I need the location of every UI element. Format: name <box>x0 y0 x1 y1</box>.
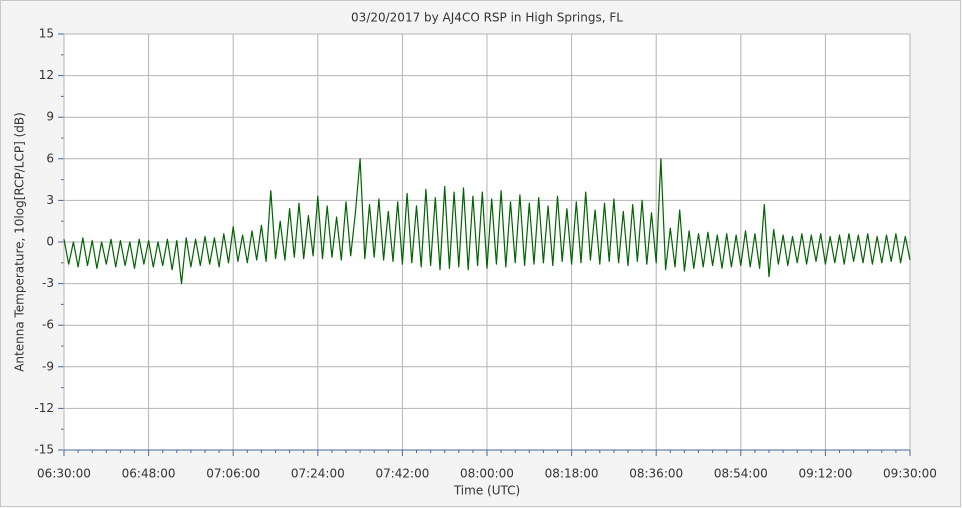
y-tick-label: -12 <box>34 401 54 415</box>
y-tick-label: 9 <box>46 110 54 124</box>
x-tick-label: 07:24:00 <box>291 467 345 481</box>
y-tick-label: 15 <box>39 27 54 41</box>
x-tick-label: 09:12:00 <box>798 467 852 481</box>
y-tick-label: 6 <box>46 151 54 165</box>
x-tick-label: 08:18:00 <box>545 467 599 481</box>
y-axis-label: Antenna Temperature, 10log[RCP/LCP] (dB) <box>13 112 27 372</box>
x-tick-label: 07:42:00 <box>375 467 429 481</box>
x-tick-label: 06:48:00 <box>122 467 176 481</box>
x-tick-label: 09:30:00 <box>883 467 937 481</box>
y-tick-label: -15 <box>34 443 54 457</box>
x-axis-label: Time (UTC) <box>453 484 520 498</box>
x-tick-label: 06:30:00 <box>37 467 91 481</box>
y-tick-label: 3 <box>46 193 54 207</box>
y-tick-label: -3 <box>42 276 54 290</box>
y-tick-label: -9 <box>42 359 54 373</box>
x-tick-label: 08:00:00 <box>460 467 514 481</box>
y-tick-label: 12 <box>39 68 54 82</box>
data-line <box>63 158 911 285</box>
x-tick-label: 08:54:00 <box>714 467 768 481</box>
chart-title: 03/20/2017 by AJ4CO RSP in High Springs,… <box>351 11 623 25</box>
y-tick-label: -6 <box>42 318 54 332</box>
x-tick-label: 08:36:00 <box>629 467 683 481</box>
x-tick-label: 07:06:00 <box>206 467 260 481</box>
y-tick-label: 0 <box>46 235 54 249</box>
